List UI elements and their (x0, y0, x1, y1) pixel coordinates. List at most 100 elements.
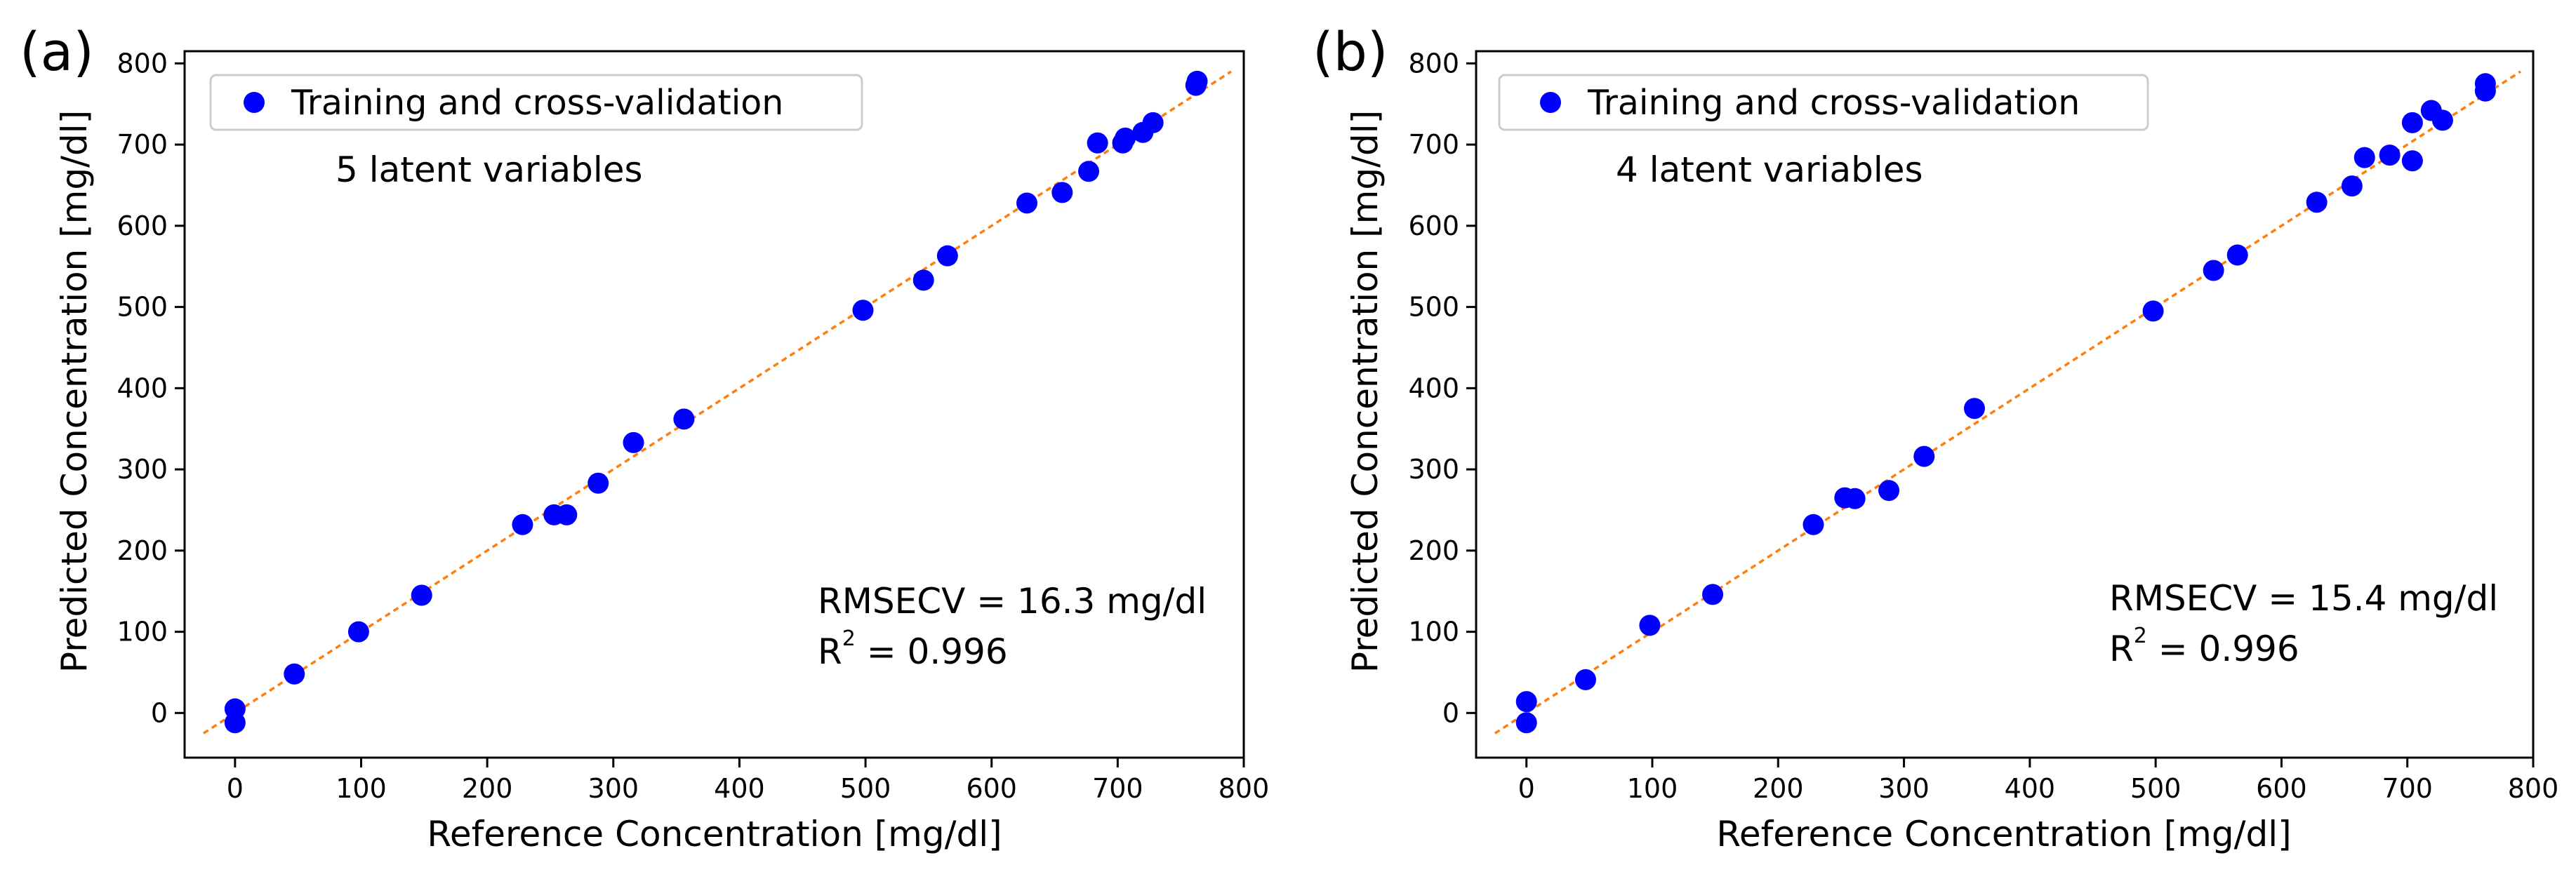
data-point (623, 431, 644, 453)
x-tick-label: 800 (2508, 773, 2559, 804)
rmsecv-annotation: RMSECV = 15.4 mg/dl (2109, 578, 2498, 619)
data-point (1051, 182, 1073, 203)
rmsecv-annotation: RMSECV = 16.3 mg/dl (818, 581, 1207, 622)
panel-label: (a) (20, 20, 94, 83)
r2-annotation: R2 = 0.996 (818, 626, 1008, 672)
y-tick-label: 0 (1442, 697, 1459, 728)
data-point (1639, 615, 1661, 636)
legend-marker (1540, 92, 1561, 113)
legend: Training and cross-validation (209, 74, 863, 131)
data-point (1702, 584, 1724, 605)
x-axis-label: Reference Concentration [mg/dl] (427, 814, 1002, 854)
r2-superscript: 2 (2134, 624, 2147, 648)
x-tick-label: 100 (336, 773, 387, 804)
y-tick-label: 200 (117, 535, 168, 566)
legend-label: Training and cross-validation (1587, 83, 2080, 123)
y-tick-label: 100 (1408, 617, 1459, 647)
x-tick-label: 400 (714, 773, 765, 804)
x-tick-label: 300 (588, 773, 639, 804)
r2-value: = 0.996 (2147, 629, 2299, 669)
data-point (1515, 712, 1537, 734)
data-point (411, 584, 432, 606)
x-tick-label: 0 (1518, 773, 1535, 804)
data-point (1142, 112, 1164, 133)
x-tick-label: 500 (840, 773, 891, 804)
y-tick-label: 700 (117, 129, 168, 160)
plot-layer: 0 100 200 300 400 500 600 700 800 0 100 200 300 400 50… (117, 48, 1269, 804)
x-tick-label: 200 (462, 773, 513, 804)
data-point (2203, 260, 2224, 281)
r2-value: = 0.996 (856, 631, 1008, 672)
r2-annotation: R2 = 0.996 (2109, 624, 2299, 669)
latent-variables-annotation: 5 latent variables (336, 149, 643, 190)
data-point (512, 514, 533, 535)
y-tick-label: 500 (117, 292, 168, 323)
data-point (1515, 691, 1537, 713)
y-tick-label: 400 (1408, 373, 1459, 403)
data-point (2474, 73, 2496, 95)
plot-frame (1475, 50, 2535, 759)
y-tick-label: 800 (1408, 48, 1459, 79)
y-tick-label: 500 (1408, 292, 1459, 323)
y-tick-label: 300 (117, 454, 168, 485)
data-point (1115, 127, 1136, 149)
data-point (2226, 244, 2248, 266)
data-point (1087, 132, 1108, 154)
plot-frame (183, 50, 1245, 759)
legend: Training and cross-validation (1498, 74, 2149, 131)
y-tick-label: 400 (117, 373, 168, 403)
r2-superscript: 2 (842, 626, 856, 651)
y-tick-label: 100 (117, 617, 168, 647)
data-point (1016, 192, 1038, 214)
x-tick-label: 100 (1627, 773, 1678, 804)
x-tick-label: 500 (2130, 773, 2182, 804)
chart-panel-b: (b) 0 100 200 300 400 500 600 700 800 0 100 200 300 4… (1313, 20, 2558, 854)
legend-marker (244, 92, 265, 113)
x-tick-label: 0 (227, 773, 244, 804)
x-tick-label: 600 (966, 773, 1017, 804)
data-point (1878, 480, 1900, 502)
data-point (1574, 669, 1596, 690)
y-tick-label: 800 (117, 48, 168, 79)
data-point (1963, 398, 1985, 420)
y-tick-label: 200 (1408, 535, 1459, 566)
x-tick-label: 400 (2005, 773, 2056, 804)
data-point (1186, 70, 1208, 92)
data-point (2431, 109, 2453, 131)
data-point (852, 300, 874, 321)
data-point (2306, 192, 2328, 213)
legend-label: Training and cross-validation (291, 83, 783, 123)
y-tick-label: 700 (1408, 129, 1459, 160)
y-tick-label: 300 (1408, 454, 1459, 485)
x-tick-label: 800 (1219, 773, 1270, 804)
data-point (936, 245, 958, 267)
data-point (2401, 150, 2423, 172)
data-point (556, 504, 578, 525)
y-axis-label: Predicted Concentration [mg/dl] (54, 110, 95, 673)
x-tick-label: 600 (2256, 773, 2307, 804)
data-point (912, 269, 934, 291)
data-point (284, 663, 305, 685)
data-point (2379, 145, 2401, 166)
x-tick-label: 700 (2382, 773, 2433, 804)
chart-panel-a: (a) 0 100 200 300 400 500 600 700 800 0 100 200 300 4… (20, 20, 1269, 854)
r2-prefix: R (2109, 629, 2134, 669)
panel-label: (b) (1313, 20, 1388, 83)
legend-box (1498, 74, 2149, 131)
x-tick-label: 700 (1092, 773, 1143, 804)
x-tick-label: 300 (1878, 773, 1930, 804)
data-point (224, 712, 246, 734)
legend-box (209, 74, 863, 131)
y-tick-label: 600 (1408, 210, 1459, 241)
plot-layer: 0 100 200 300 400 500 600 700 800 0 100 200 300 400 50… (1408, 48, 2558, 804)
r2-prefix: R (818, 631, 842, 672)
data-point (1078, 161, 1100, 182)
data-point (1913, 445, 1935, 467)
data-point (587, 472, 609, 494)
data-point (673, 408, 695, 430)
data-point (347, 621, 369, 643)
x-axis-label: Reference Concentration [mg/dl] (1716, 814, 2291, 854)
y-tick-label: 600 (117, 210, 168, 241)
data-point (2341, 175, 2363, 197)
